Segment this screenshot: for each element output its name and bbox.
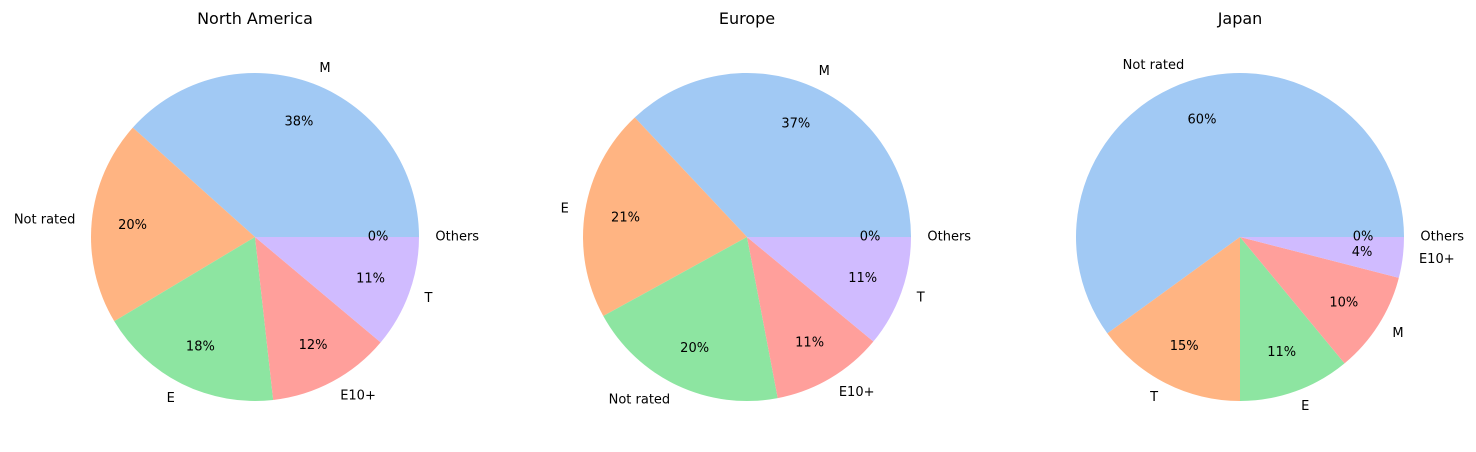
slice-percent-e: 21% [611,210,640,225]
pie-slice-t [747,237,911,342]
slice-percent-e10: 4% [1352,245,1373,260]
slice-label-t: T [424,291,433,306]
slice-label-e: E [167,391,175,406]
slice-label-m: M [819,64,830,79]
slice-percent-not-rated: 60% [1188,113,1217,128]
pie-title: Europe [719,9,775,28]
pie-slice-e10 [747,237,874,399]
slice-percent-others: 0% [1353,230,1374,245]
slice-percent-t: 11% [848,271,877,286]
slice-percent-e: 11% [1267,345,1296,360]
slice-label-not-rated: Not rated [14,212,76,227]
pie-north-america: North America M 38% Not rated 20% E 18% E10+ 12%… [14,9,479,406]
slice-label-others: Others [435,230,479,245]
slice-percent-not-rated: 20% [680,341,709,356]
slice-percent-e: 18% [186,340,215,355]
pie-slice-e [583,117,747,317]
slice-percent-e10: 11% [795,335,824,350]
slice-percent-m: 37% [781,117,810,132]
pie-title: North America [197,9,313,28]
slice-percent-others: 0% [860,230,881,245]
slice-label-e: E [1301,399,1309,414]
slice-label-e: E [561,201,569,216]
pie-slice-e [114,237,274,402]
pie-europe: Europe M 37% E 21% Not rated 20% E10+ 11% T 11% Oth… [561,9,972,408]
slice-percent-not-rated: 20% [118,218,147,233]
pie-slice-m [634,72,911,237]
slice-label-t: T [916,291,925,306]
slice-percent-m: 38% [284,115,313,130]
pie-slice-t [1107,237,1240,401]
pie-slice-not-rated [91,127,255,322]
slice-label-m: M [319,61,330,76]
slice-percent-others: 0% [368,230,389,245]
pie-slice-m [132,73,419,238]
slice-label-e10: E10+ [340,389,376,404]
pie-slice-e10 [1240,237,1405,278]
pie-slice-m [1240,237,1399,364]
slice-label-not-rated: Not rated [609,393,671,408]
pie-slice-e [1240,237,1345,401]
slice-label-not-rated: Not rated [1123,58,1185,73]
pie-slice-e10 [255,237,381,400]
slice-label-t: T [1149,390,1158,405]
pie-slice-t [255,237,419,343]
pie-japan: Japan Not rated 60% T 15% E 11% M 10% E10+ 4% Other… [1075,9,1464,414]
slice-percent-e10: 12% [299,338,328,353]
pie-title: Japan [1217,9,1263,28]
slice-label-others: Others [1420,230,1464,245]
slice-label-e10: E10+ [1419,252,1455,267]
pie-slice-not-rated [603,237,778,402]
slice-label-m: M [1392,326,1403,341]
slice-percent-m: 10% [1329,295,1358,310]
slice-percent-t: 11% [356,272,385,287]
slice-label-e10: E10+ [839,385,875,400]
pie-slice-not-rated [1075,73,1404,334]
slice-label-others: Others [927,230,971,245]
slice-percent-t: 15% [1170,339,1199,354]
